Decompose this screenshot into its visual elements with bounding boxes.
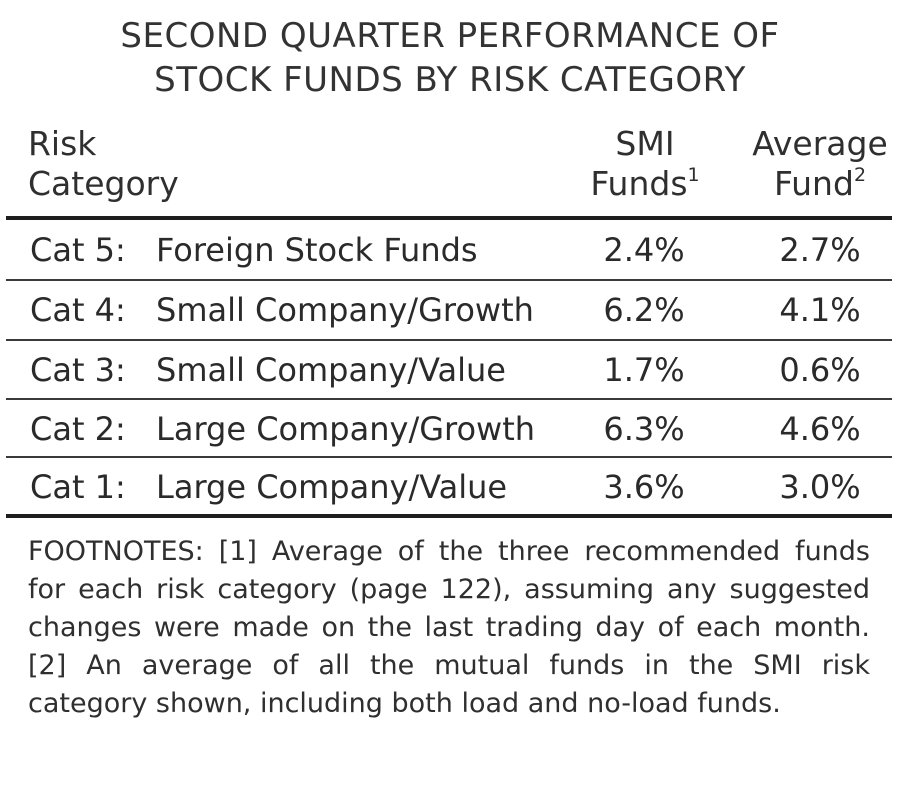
header-average-fund: Average Fund2 — [740, 124, 900, 204]
row-category: Cat 1: — [30, 468, 126, 506]
row-category: Cat 3: — [30, 351, 126, 389]
header-smi-line-1: SMI — [615, 124, 675, 163]
row-name: Small Company/Growth — [156, 291, 534, 329]
row-name: Foreign Stock Funds — [156, 231, 478, 269]
header-risk-category: Risk Category — [28, 124, 179, 204]
row-smi-value: 2.4% — [603, 231, 685, 269]
header-smi-word: Funds — [590, 164, 688, 203]
header-risk-line-2: Category — [28, 164, 179, 203]
row-average-value: 0.6% — [779, 351, 861, 389]
row-category: Cat 5: — [30, 231, 126, 269]
table-bottom-rule — [6, 514, 892, 518]
table-row: Cat 1: Large Company/Value 3.6% 3.0% — [6, 458, 892, 516]
header-avg-word: Fund — [773, 164, 854, 203]
row-name: Large Company/Value — [156, 468, 508, 506]
row-smi-value: 1.7% — [603, 351, 685, 389]
row-smi-value: 6.2% — [603, 291, 685, 329]
title-line-1: SECOND QUARTER PERFORMANCE OF — [120, 16, 780, 56]
header-risk-line-1: Risk — [28, 124, 97, 163]
footnote-mark-1: 1 — [687, 164, 700, 186]
table-row: Cat 5: Foreign Stock Funds 2.4% 2.7% — [6, 221, 892, 279]
row-average-value: 4.6% — [779, 410, 861, 448]
row-divider — [6, 456, 892, 458]
table-row: Cat 4: Small Company/Growth 6.2% 4.1% — [6, 281, 892, 339]
footnote-mark-2: 2 — [853, 164, 867, 186]
row-divider — [6, 339, 892, 341]
footnotes: FOOTNOTES: [1] Average of the three reco… — [28, 536, 870, 719]
row-divider — [6, 279, 892, 281]
table-row: Cat 2: Large Company/Growth 6.3% 4.6% — [6, 400, 892, 458]
header-avg-line-2: Fund2 — [740, 164, 900, 204]
header-smi-funds: SMI Funds1 — [560, 124, 730, 204]
header-smi-line-2: Funds1 — [560, 164, 730, 204]
row-category: Cat 4: — [30, 291, 126, 329]
row-average-value: 3.0% — [779, 468, 861, 506]
row-name: Small Company/Value — [156, 351, 506, 389]
row-smi-value: 3.6% — [603, 468, 685, 506]
table-row: Cat 3: Small Company/Value 1.7% 0.6% — [6, 341, 892, 399]
title-line-2: STOCK FUNDS BY RISK CATEGORY — [154, 60, 746, 100]
header-divider — [6, 216, 892, 220]
row-divider — [6, 398, 892, 400]
row-name: Large Company/Growth — [156, 410, 536, 448]
header-avg-line-1: Average — [752, 124, 888, 163]
row-smi-value: 6.3% — [603, 410, 685, 448]
row-average-value: 2.7% — [779, 231, 861, 269]
row-average-value: 4.1% — [779, 291, 861, 329]
table-title: SECOND QUARTER PERFORMANCE OF STOCK FUND… — [0, 14, 900, 102]
row-category: Cat 2: — [30, 410, 126, 448]
